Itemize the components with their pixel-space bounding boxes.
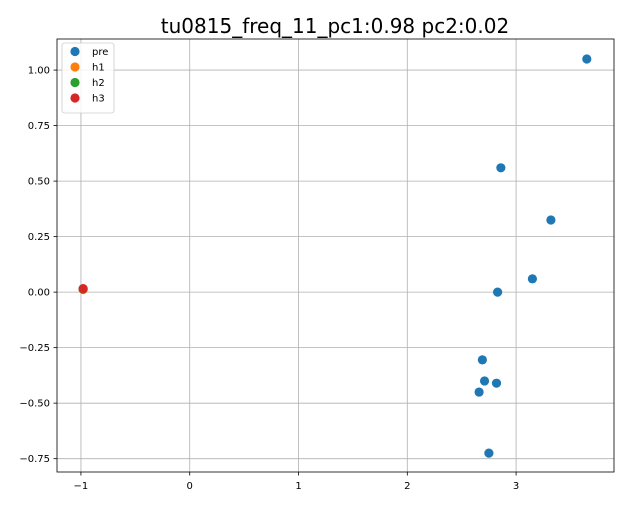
data-point-pre (477, 355, 487, 365)
data-point-pre (527, 274, 538, 284)
x-tick-label: 1 (295, 481, 301, 492)
legend: pre h1 h2 h3 (61, 42, 115, 114)
legend-marker-h2 (70, 77, 80, 88)
y-tick-label: 0.75 (28, 121, 50, 132)
y-tick-label: 1.00 (28, 66, 50, 77)
x-tick-label: −1 (74, 481, 89, 492)
legend-label-pre: pre (92, 47, 108, 58)
data-point-pre (582, 54, 592, 64)
y-tick-label: 0.25 (28, 232, 50, 243)
data-point-pre (479, 376, 490, 386)
y-tick-label: −0.50 (19, 399, 50, 410)
legend-label-h3: h3 (92, 94, 105, 105)
y-tick-label: 0.50 (28, 177, 50, 188)
x-tick-label: 0 (187, 481, 193, 492)
data-point-h3 (78, 283, 88, 294)
data-point-pre (546, 215, 556, 225)
data-point-pre (496, 163, 506, 173)
grid (57, 39, 614, 472)
legend-label-h2: h2 (92, 78, 105, 89)
data-point-pre (484, 448, 494, 458)
legend-marker-pre (70, 46, 80, 57)
data-point-pre (474, 387, 484, 397)
data-points (78, 54, 592, 458)
y-tick-label: −0.25 (19, 343, 50, 354)
x-tick-label: 2 (404, 481, 410, 492)
legend-label-h1: h1 (92, 63, 105, 74)
legend-marker-h1 (70, 62, 80, 72)
x-tick-label: 3 (513, 481, 519, 492)
axis-ticks: −1 0 1 2 3 −0.75 −0.50 −0.25 0.00 0.25 0.50 0.75 1.0… (19, 66, 519, 492)
data-point-pre (491, 378, 502, 388)
y-tick-label: −0.75 (19, 454, 50, 465)
chart-title: tu0815_freq_11_pc1:0.98 pc2:0.02 (161, 14, 509, 38)
data-point-pre (492, 287, 503, 297)
plot-area-frame (56, 38, 615, 473)
y-tick-label: 0.00 (28, 288, 50, 299)
legend-marker-h3 (70, 93, 80, 103)
